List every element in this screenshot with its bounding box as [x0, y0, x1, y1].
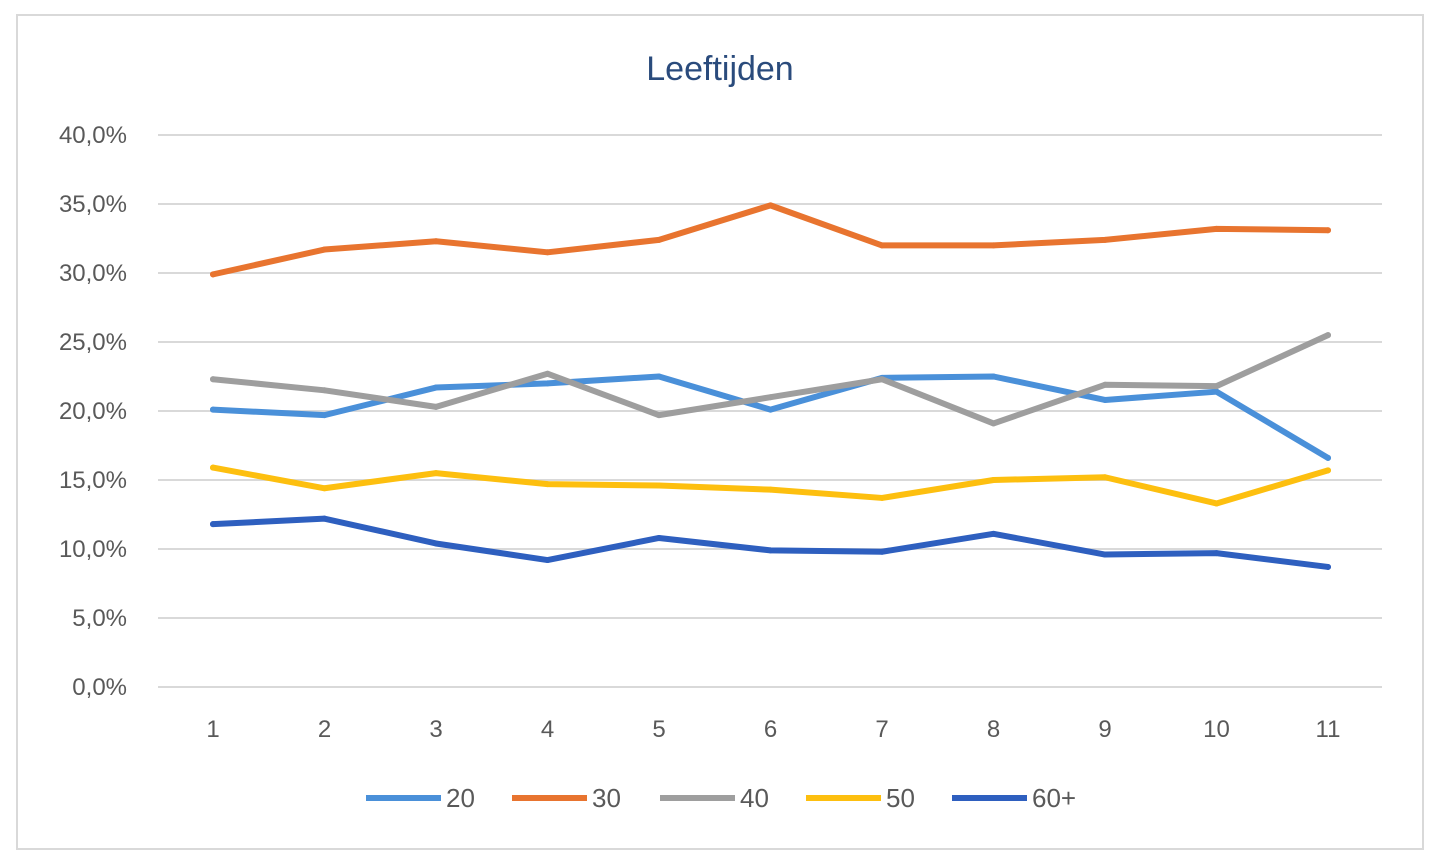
data-point	[656, 373, 662, 380]
x-tick-label: 8	[987, 716, 1000, 743]
data-point	[544, 370, 551, 377]
data-point	[990, 420, 997, 427]
data-point	[879, 548, 885, 555]
data-point	[210, 464, 216, 471]
data-point	[1325, 563, 1331, 570]
y-tick-label: 15,0%	[59, 467, 127, 494]
data-point	[767, 394, 774, 401]
legend-item: 20	[366, 783, 475, 813]
data-point	[767, 547, 774, 554]
legend: 20 30 40 50 60+	[366, 783, 1076, 813]
data-point	[210, 521, 216, 528]
x-tick-label: 10	[1203, 716, 1230, 743]
series-line-50	[210, 464, 1331, 507]
y-tick-label: 10,0%	[59, 536, 127, 563]
chart-frame	[16, 14, 1424, 850]
x-tick-label: 3	[429, 716, 442, 743]
data-point	[879, 242, 885, 249]
y-tick-label: 5,0%	[72, 605, 127, 632]
data-point	[1213, 225, 1220, 232]
legend-item: 50	[806, 783, 915, 813]
x-tick-label: 6	[764, 716, 777, 743]
x-tick-label: 4	[541, 716, 554, 743]
data-point	[990, 477, 997, 483]
series-line-60plus	[210, 515, 1331, 570]
data-point	[321, 412, 328, 419]
y-tick-label: 25,0%	[59, 329, 127, 356]
data-point	[1325, 467, 1331, 474]
series-line-30	[210, 202, 1331, 278]
x-tick-label: 11	[1316, 716, 1341, 743]
data-point	[544, 557, 551, 564]
legend-label: 30	[592, 783, 621, 813]
data-point	[321, 387, 328, 394]
data-point	[879, 376, 885, 383]
x-tick-label: 5	[652, 716, 665, 743]
series-lines	[210, 202, 1331, 570]
y-tick-label: 35,0%	[59, 191, 127, 218]
data-point	[544, 380, 551, 387]
data-point	[544, 249, 551, 256]
x-tick-label: 2	[318, 716, 331, 743]
gridlines	[158, 134, 1382, 688]
x-tick-label: 7	[875, 716, 888, 743]
legend-label: 50	[886, 783, 915, 813]
x-tick-label: 1	[206, 716, 219, 743]
data-point	[656, 534, 662, 541]
data-point	[990, 242, 997, 249]
legend-label: 20	[446, 783, 475, 813]
y-axis-ticks: 0,0% 5,0% 10,0% 15,0% 20,0% 25,0% 30,0% 35,0% 40…	[59, 122, 127, 701]
y-tick-label: 20,0%	[59, 398, 127, 425]
y-tick-label: 40,0%	[59, 122, 127, 149]
data-point	[1325, 227, 1331, 234]
data-point	[321, 515, 328, 522]
legend-item: 30	[512, 783, 621, 813]
data-point	[210, 376, 216, 383]
data-point	[1325, 454, 1331, 461]
legend-label: 40	[740, 783, 769, 813]
y-tick-label: 0,0%	[72, 674, 127, 701]
data-point	[1213, 388, 1220, 395]
data-point	[210, 271, 216, 278]
data-point	[1213, 550, 1220, 557]
data-point	[210, 406, 216, 413]
data-point	[767, 486, 774, 493]
data-point	[544, 481, 551, 488]
data-point	[1102, 551, 1108, 558]
legend-item: 60+	[952, 783, 1076, 813]
x-tick-label: 9	[1098, 716, 1111, 743]
data-point	[656, 482, 662, 489]
legend-label: 60+	[1032, 783, 1076, 813]
data-point	[321, 485, 328, 492]
data-point	[1213, 383, 1220, 390]
chart-title: Leeftijden	[646, 50, 793, 88]
data-point	[990, 373, 997, 380]
data-point	[1102, 396, 1108, 403]
data-point	[656, 412, 662, 419]
data-point	[1102, 381, 1108, 388]
y-tick-label: 30,0%	[59, 260, 127, 287]
data-point	[767, 202, 774, 209]
x-axis-ticks: 1 2 3 4 5 6 7 8 9 10 11	[206, 716, 1340, 743]
data-point	[433, 470, 439, 477]
legend-item: 40	[660, 783, 769, 813]
data-point	[433, 540, 439, 547]
series-line-20	[210, 373, 1331, 461]
data-point	[321, 246, 328, 253]
data-point	[433, 238, 439, 245]
data-point	[433, 384, 439, 391]
data-point	[1102, 236, 1108, 243]
data-point	[1102, 474, 1108, 481]
data-point	[990, 530, 997, 537]
data-point	[1325, 332, 1331, 339]
data-point	[656, 236, 662, 243]
data-point	[767, 406, 774, 413]
data-point	[1213, 500, 1220, 507]
data-point	[879, 494, 885, 501]
data-point	[433, 403, 439, 410]
